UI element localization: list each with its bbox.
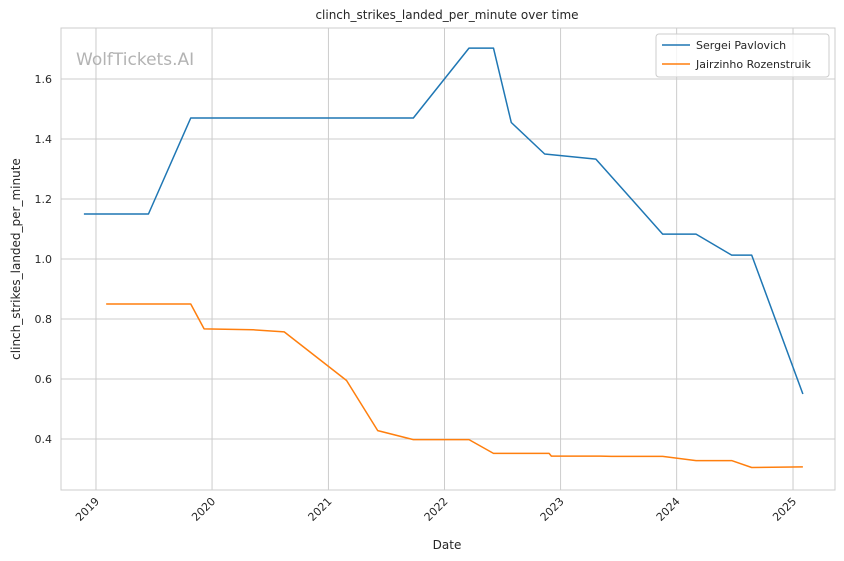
legend: Sergei Pavlovich Jairzinho Rozenstruik: [655, 33, 830, 78]
watermark: WolfTickets.AI: [76, 50, 194, 70]
x-tick-label: 2025: [770, 495, 799, 524]
series-lines: [83, 47, 804, 469]
x-tick-label: 2023: [538, 495, 567, 524]
y-tick-label: 1.6: [35, 73, 53, 86]
legend-label-sergei: Sergei Pavlovich: [696, 39, 786, 52]
plot-area-frame: [60, 27, 836, 491]
x-axis-ticks: 2019 2020 2021 2022 2023 2024 2025: [73, 495, 799, 524]
y-tick-label: 1.2: [35, 193, 53, 206]
grid: [61, 28, 835, 490]
y-tick-label: 1.0: [35, 253, 53, 266]
legend-label-jairzinho: Jairzinho Rozenstruik: [695, 58, 812, 71]
x-axis-label: Date: [433, 538, 462, 552]
x-tick-label: 2024: [654, 495, 683, 524]
y-tick-label: 1.4: [35, 133, 53, 146]
x-tick-label: 2020: [189, 495, 218, 524]
y-tick-label: 0.4: [35, 433, 53, 446]
x-tick-label: 2021: [306, 495, 335, 524]
y-tick-label: 0.8: [35, 313, 53, 326]
series-line-1: [106, 303, 803, 469]
legend-box: [655, 33, 830, 78]
y-axis-label: clinch_strikes_landed_per_minute: [9, 158, 23, 360]
chart-title: clinch_strikes_landed_per_minute over ti…: [315, 8, 578, 22]
x-tick-label: 2019: [73, 495, 102, 524]
y-tick-label: 0.6: [35, 373, 53, 386]
y-axis-ticks: 0.4 0.6 0.8 1.0 1.2 1.4 1.6: [35, 73, 53, 446]
series-line-0: [83, 47, 804, 395]
x-tick-label: 2022: [422, 495, 451, 524]
